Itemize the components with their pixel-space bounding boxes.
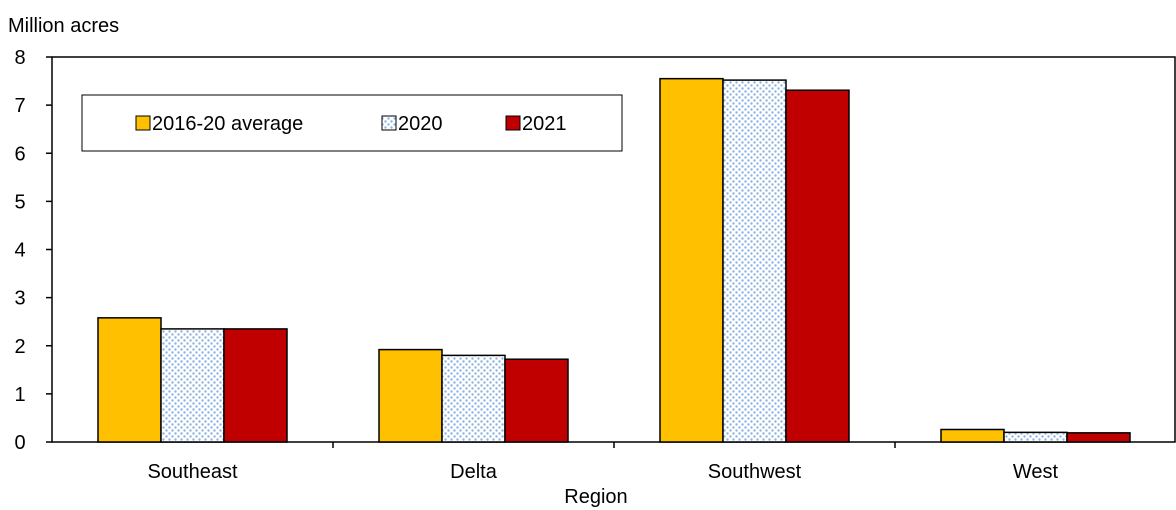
bar-west-1 [1003, 431, 1068, 443]
bar-southeast-2 [223, 328, 288, 443]
bar-west-2 [1066, 432, 1131, 443]
bar-southwest-0 [659, 77, 724, 443]
bar-southeast-0 [97, 317, 162, 443]
y-axis-title: Million acres [8, 15, 119, 37]
x-axis-title: Region [564, 486, 627, 508]
y-tick-label: 1 [14, 384, 25, 406]
legend-label: 2021 [522, 113, 567, 135]
legend-swatch [505, 115, 521, 131]
y-tick-label: 0 [14, 432, 25, 454]
bar-delta-2 [504, 358, 569, 443]
y-tick-label: 3 [14, 288, 25, 310]
bar-southwest-1 [722, 79, 787, 443]
y-tick-label: 5 [14, 191, 25, 213]
legend-swatch [135, 115, 151, 131]
bar-southwest-2 [785, 89, 850, 443]
legend-swatch [381, 115, 397, 131]
legend-box [81, 94, 623, 152]
x-tick-label: Southwest [708, 461, 802, 483]
bar-west-0 [940, 428, 1005, 443]
y-tick-label: 7 [14, 95, 25, 117]
bar-delta-0 [378, 348, 443, 443]
x-tick-label: West [1013, 461, 1059, 483]
x-tick-label: Delta [450, 461, 498, 483]
y-tick-label: 6 [14, 143, 25, 165]
y-tick-label: 4 [14, 240, 25, 262]
plot-area: 0 1 2 3 4 5 6 7 8 Southeast Delta Southwest West 2016… [14, 47, 1176, 483]
y-tick-label: 2 [14, 336, 25, 358]
legend-label: 2016-20 average [152, 113, 303, 135]
legend-label: 2020 [398, 113, 443, 135]
bar-southeast-1 [160, 328, 225, 443]
bar-delta-1 [441, 354, 506, 443]
x-tick-label: Southeast [147, 461, 238, 483]
y-tick-label: 8 [14, 47, 25, 69]
